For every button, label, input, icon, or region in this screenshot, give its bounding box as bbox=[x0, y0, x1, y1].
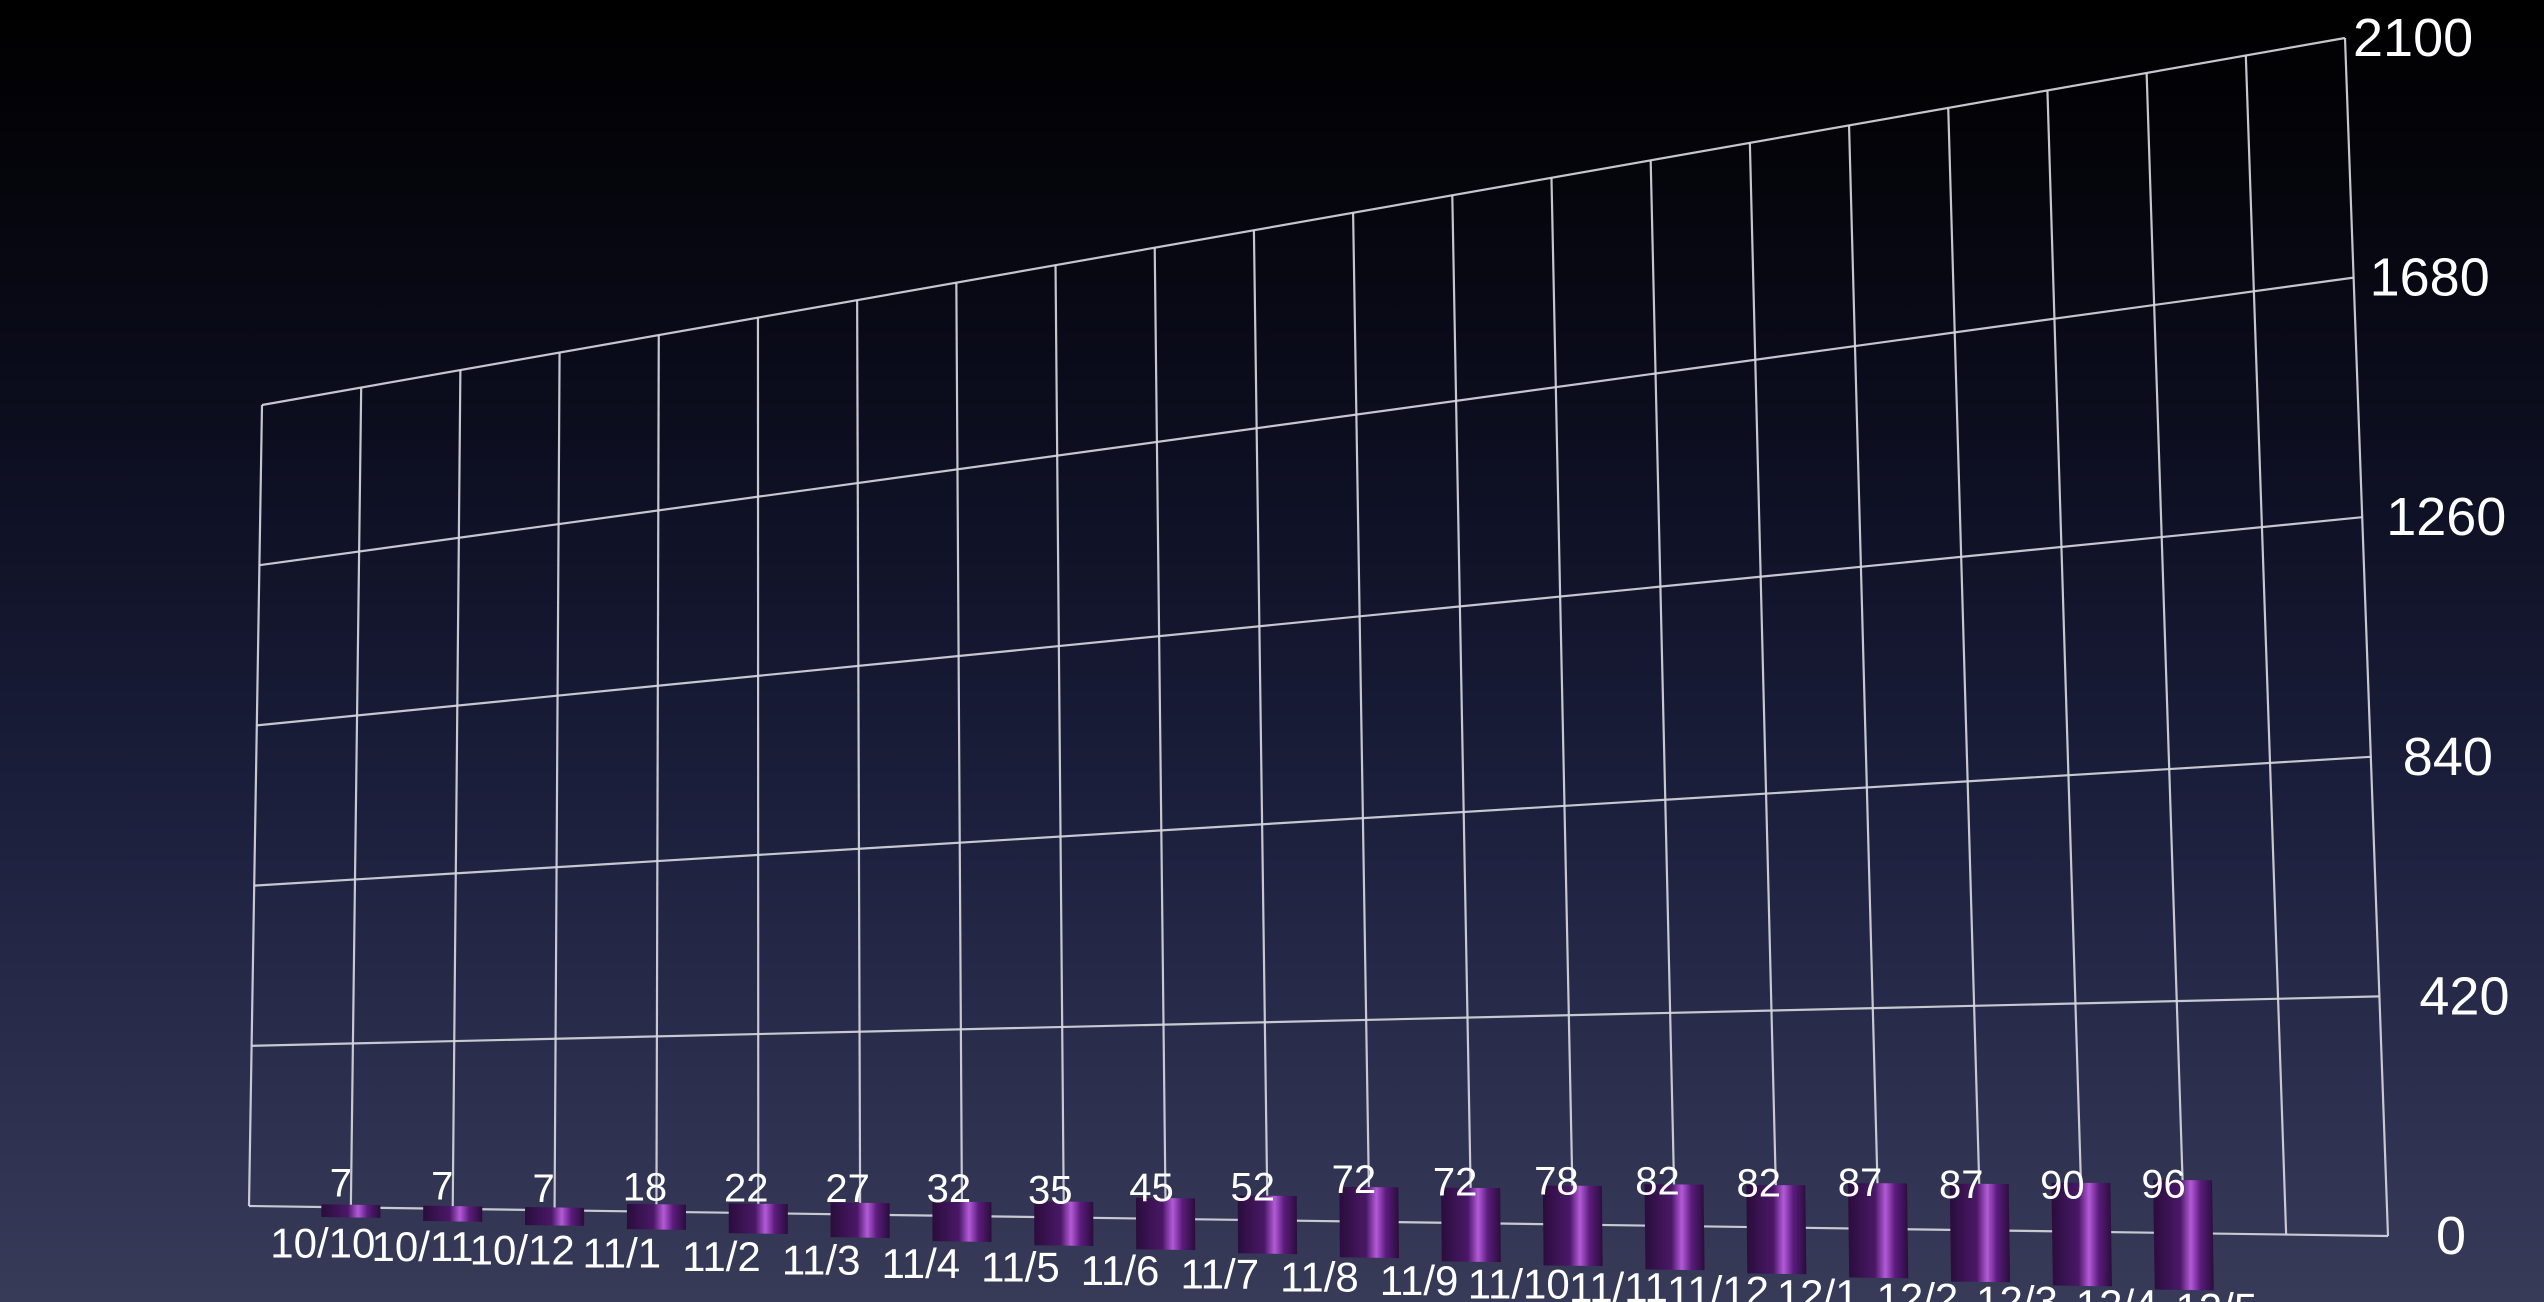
bar bbox=[728, 1203, 788, 1234]
bar bbox=[2153, 1179, 2214, 1291]
grid-line-vertical bbox=[2145, 72, 2186, 1234]
bar-value-label: 90 bbox=[2040, 1164, 2085, 1208]
bar bbox=[1237, 1195, 1298, 1255]
bar bbox=[2051, 1182, 2112, 1287]
bar bbox=[1949, 1183, 2011, 1283]
y-tick-label: 1680 bbox=[2370, 248, 2490, 308]
x-category-label: 12/5 bbox=[2175, 1285, 2257, 1302]
grid-line-vertical bbox=[1649, 160, 1677, 1227]
bar bbox=[1542, 1185, 1603, 1267]
grid-line-horizontal bbox=[251, 995, 2380, 1047]
bar-value-label: 78 bbox=[1534, 1159, 1579, 1203]
x-category-label: 11/7 bbox=[1180, 1250, 1259, 1297]
bar bbox=[423, 1205, 483, 1222]
bar-value-label: 22 bbox=[724, 1166, 769, 1210]
grid-line-vertical bbox=[1153, 247, 1167, 1219]
bar-value-label: 35 bbox=[1028, 1168, 1073, 1212]
y-tick-label: 420 bbox=[2419, 966, 2509, 1026]
x-category-label: 10/10 bbox=[270, 1219, 375, 1266]
x-category-label: 10/11 bbox=[372, 1223, 474, 1270]
x-category-label: 11/6 bbox=[1081, 1247, 1160, 1294]
x-category-label: 12/3 bbox=[1976, 1278, 2058, 1302]
x-category-label: 12/4 bbox=[2076, 1281, 2158, 1302]
y-axis-labels: 0 420 840 1260 1680 2100 bbox=[2353, 8, 2510, 1266]
bar-value-label: 87 bbox=[1838, 1161, 1883, 1205]
x-category-label: 11/10 bbox=[1468, 1261, 1570, 1302]
bar bbox=[1441, 1187, 1501, 1263]
grid-line-vertical bbox=[2244, 55, 2288, 1235]
x-category-label: 11/1 bbox=[583, 1230, 662, 1277]
bar bbox=[1644, 1184, 1705, 1271]
grid-line-vertical bbox=[1748, 142, 1778, 1228]
bar-value-label: 72 bbox=[1332, 1158, 1377, 1202]
grid-line-horizontal bbox=[256, 516, 2363, 727]
grid-line-vertical bbox=[1947, 107, 1982, 1231]
grid-line-vertical bbox=[2046, 90, 2084, 1232]
y-tick-label: 0 bbox=[2436, 1206, 2466, 1266]
bar bbox=[1746, 1184, 1807, 1275]
grid bbox=[247, 36, 2390, 1238]
grid-line-horizontal bbox=[261, 36, 2346, 407]
bar bbox=[830, 1202, 890, 1238]
bar bbox=[525, 1207, 585, 1226]
grid-line-vertical bbox=[1351, 212, 1371, 1222]
bar bbox=[321, 1204, 381, 1218]
x-category-label: 10/12 bbox=[470, 1226, 575, 1273]
bar-value-label: 96 bbox=[2141, 1162, 2186, 1206]
y-tick-label: 840 bbox=[2403, 727, 2493, 787]
bar-value-label: 18 bbox=[623, 1165, 668, 1209]
bar-value-label: 7 bbox=[330, 1162, 352, 1206]
bar-value-label: 72 bbox=[1433, 1160, 1478, 1204]
grid-line-vertical bbox=[1252, 230, 1269, 1221]
bar-value-label: 52 bbox=[1230, 1165, 1275, 1209]
x-category-label: 11/8 bbox=[1280, 1254, 1359, 1301]
bar-value-label: 7 bbox=[532, 1167, 554, 1211]
grid-line-horizontal bbox=[259, 276, 2354, 567]
bar-value-label: 82 bbox=[1737, 1162, 1782, 1206]
bar-value-label: 82 bbox=[1635, 1160, 1680, 1204]
bar bbox=[1339, 1186, 1399, 1259]
x-category-label: 11/11 bbox=[1569, 1264, 1668, 1302]
x-category-label: 11/4 bbox=[881, 1240, 960, 1287]
x-category-label: 12/2 bbox=[1876, 1274, 1958, 1302]
y-tick-label: 2100 bbox=[2353, 8, 2473, 68]
bar bbox=[1034, 1201, 1094, 1247]
bar-value-label: 27 bbox=[825, 1167, 870, 1211]
bar-value-label: 7 bbox=[431, 1164, 453, 1208]
bar bbox=[932, 1201, 992, 1243]
grid-line-vertical bbox=[553, 352, 561, 1211]
bar-value-label: 45 bbox=[1129, 1166, 1174, 1210]
x-category-label: 11/2 bbox=[682, 1233, 761, 1280]
x-category-label: 12/1 bbox=[1777, 1271, 1859, 1302]
value-labels: 7 7 7 18 22 27 32 35 45 52 72 72 78 82 82 87 87 90 96 bbox=[330, 1158, 2186, 1212]
grid-line-vertical bbox=[2343, 37, 2390, 1237]
grid-line-horizontal bbox=[254, 755, 2371, 887]
bar bbox=[626, 1203, 686, 1230]
grid-line-vertical bbox=[955, 282, 964, 1217]
grid-line-vertical bbox=[1054, 265, 1065, 1218]
x-category-label: 11/5 bbox=[981, 1243, 1060, 1290]
grid-line-vertical bbox=[451, 370, 462, 1209]
y-tick-label: 1260 bbox=[2386, 487, 2506, 547]
grid-line-vertical bbox=[349, 387, 363, 1208]
grid-line-vertical bbox=[856, 300, 862, 1215]
grid-line-vertical bbox=[247, 404, 264, 1207]
x-category-label: 11/3 bbox=[782, 1237, 861, 1284]
grid-line-vertical bbox=[655, 335, 660, 1212]
grid-line-vertical bbox=[1451, 195, 1473, 1224]
grid-line-horizontal bbox=[248, 1204, 2389, 1238]
bars bbox=[321, 1179, 2214, 1291]
bar bbox=[1847, 1182, 1909, 1279]
bar bbox=[1135, 1197, 1196, 1251]
bar-value-label: 87 bbox=[1939, 1163, 1984, 1207]
grid-line-vertical bbox=[1847, 125, 1880, 1229]
x-category-label: 11/12 bbox=[1667, 1267, 1769, 1302]
bar-value-label: 32 bbox=[927, 1167, 972, 1211]
x-category-label: 11/9 bbox=[1380, 1257, 1459, 1302]
grid-line-vertical bbox=[1550, 177, 1575, 1225]
